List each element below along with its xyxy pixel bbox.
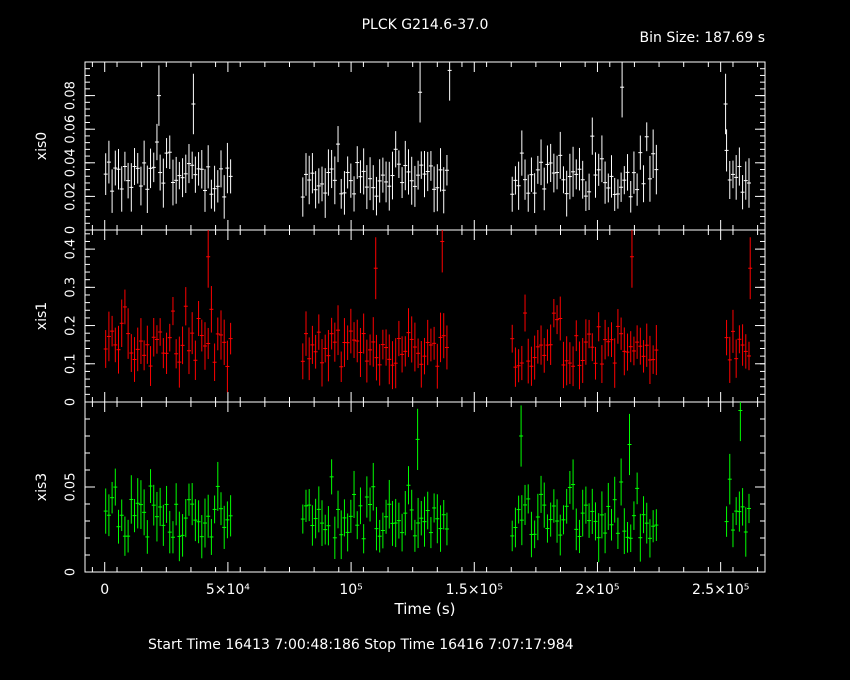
y-tick-label: 0.08 — [64, 81, 79, 110]
y-tick-label: 0.4 — [64, 239, 79, 260]
x-tick-label: 2×10⁵ — [575, 582, 619, 598]
y-tick-label: 0.3 — [64, 277, 79, 298]
panel-xis1: 0 0.1 0.2 0.3 0.4 xis1 — [34, 229, 766, 406]
x-tick-label: 0 — [100, 582, 109, 598]
y-axis-label: xis1 — [34, 302, 50, 330]
y-tick-label: 0.2 — [64, 315, 79, 336]
x-tick-label: 2.5×10⁵ — [692, 582, 749, 598]
y-tick-label: 0 — [64, 398, 79, 406]
y-axis-label: xis3 — [34, 473, 50, 501]
panel-frame — [84, 229, 766, 403]
x-tick-label: 5×10⁴ — [206, 582, 250, 598]
y-tick-label: 0 — [64, 568, 79, 576]
x-tick-label: 10⁵ — [339, 582, 362, 598]
bin-size-label: Bin Size: 187.69 s — [639, 30, 765, 46]
panel-xis3: 0 0.05 xis3 — [34, 401, 766, 576]
series-xis0 — [103, 62, 751, 219]
y-tick-label: 0.06 — [64, 115, 79, 144]
y-tick-label: 0.04 — [64, 148, 79, 177]
y-axis-label: xis0 — [34, 132, 50, 160]
chart-title: PLCK G214.6-37.0 — [361, 17, 489, 33]
y-tick-label: 0 — [64, 226, 79, 234]
x-axis-label: Time (s) — [394, 600, 456, 618]
series-xis1 — [103, 230, 753, 393]
x-tick-label: 1.5×10⁵ — [446, 582, 503, 598]
y-tick-label: 0.02 — [64, 182, 79, 211]
panel-xis0: 0 0.02 0.04 0.06 0.08 xis0 — [34, 61, 766, 234]
time-range-footer: Start Time 16413 7:00:48:186 Stop Time 1… — [148, 637, 574, 653]
y-tick-label: 0.1 — [64, 353, 79, 374]
panel-frame — [84, 61, 766, 231]
y-tick-label: 0.05 — [64, 473, 79, 502]
series-xis3 — [103, 402, 751, 563]
